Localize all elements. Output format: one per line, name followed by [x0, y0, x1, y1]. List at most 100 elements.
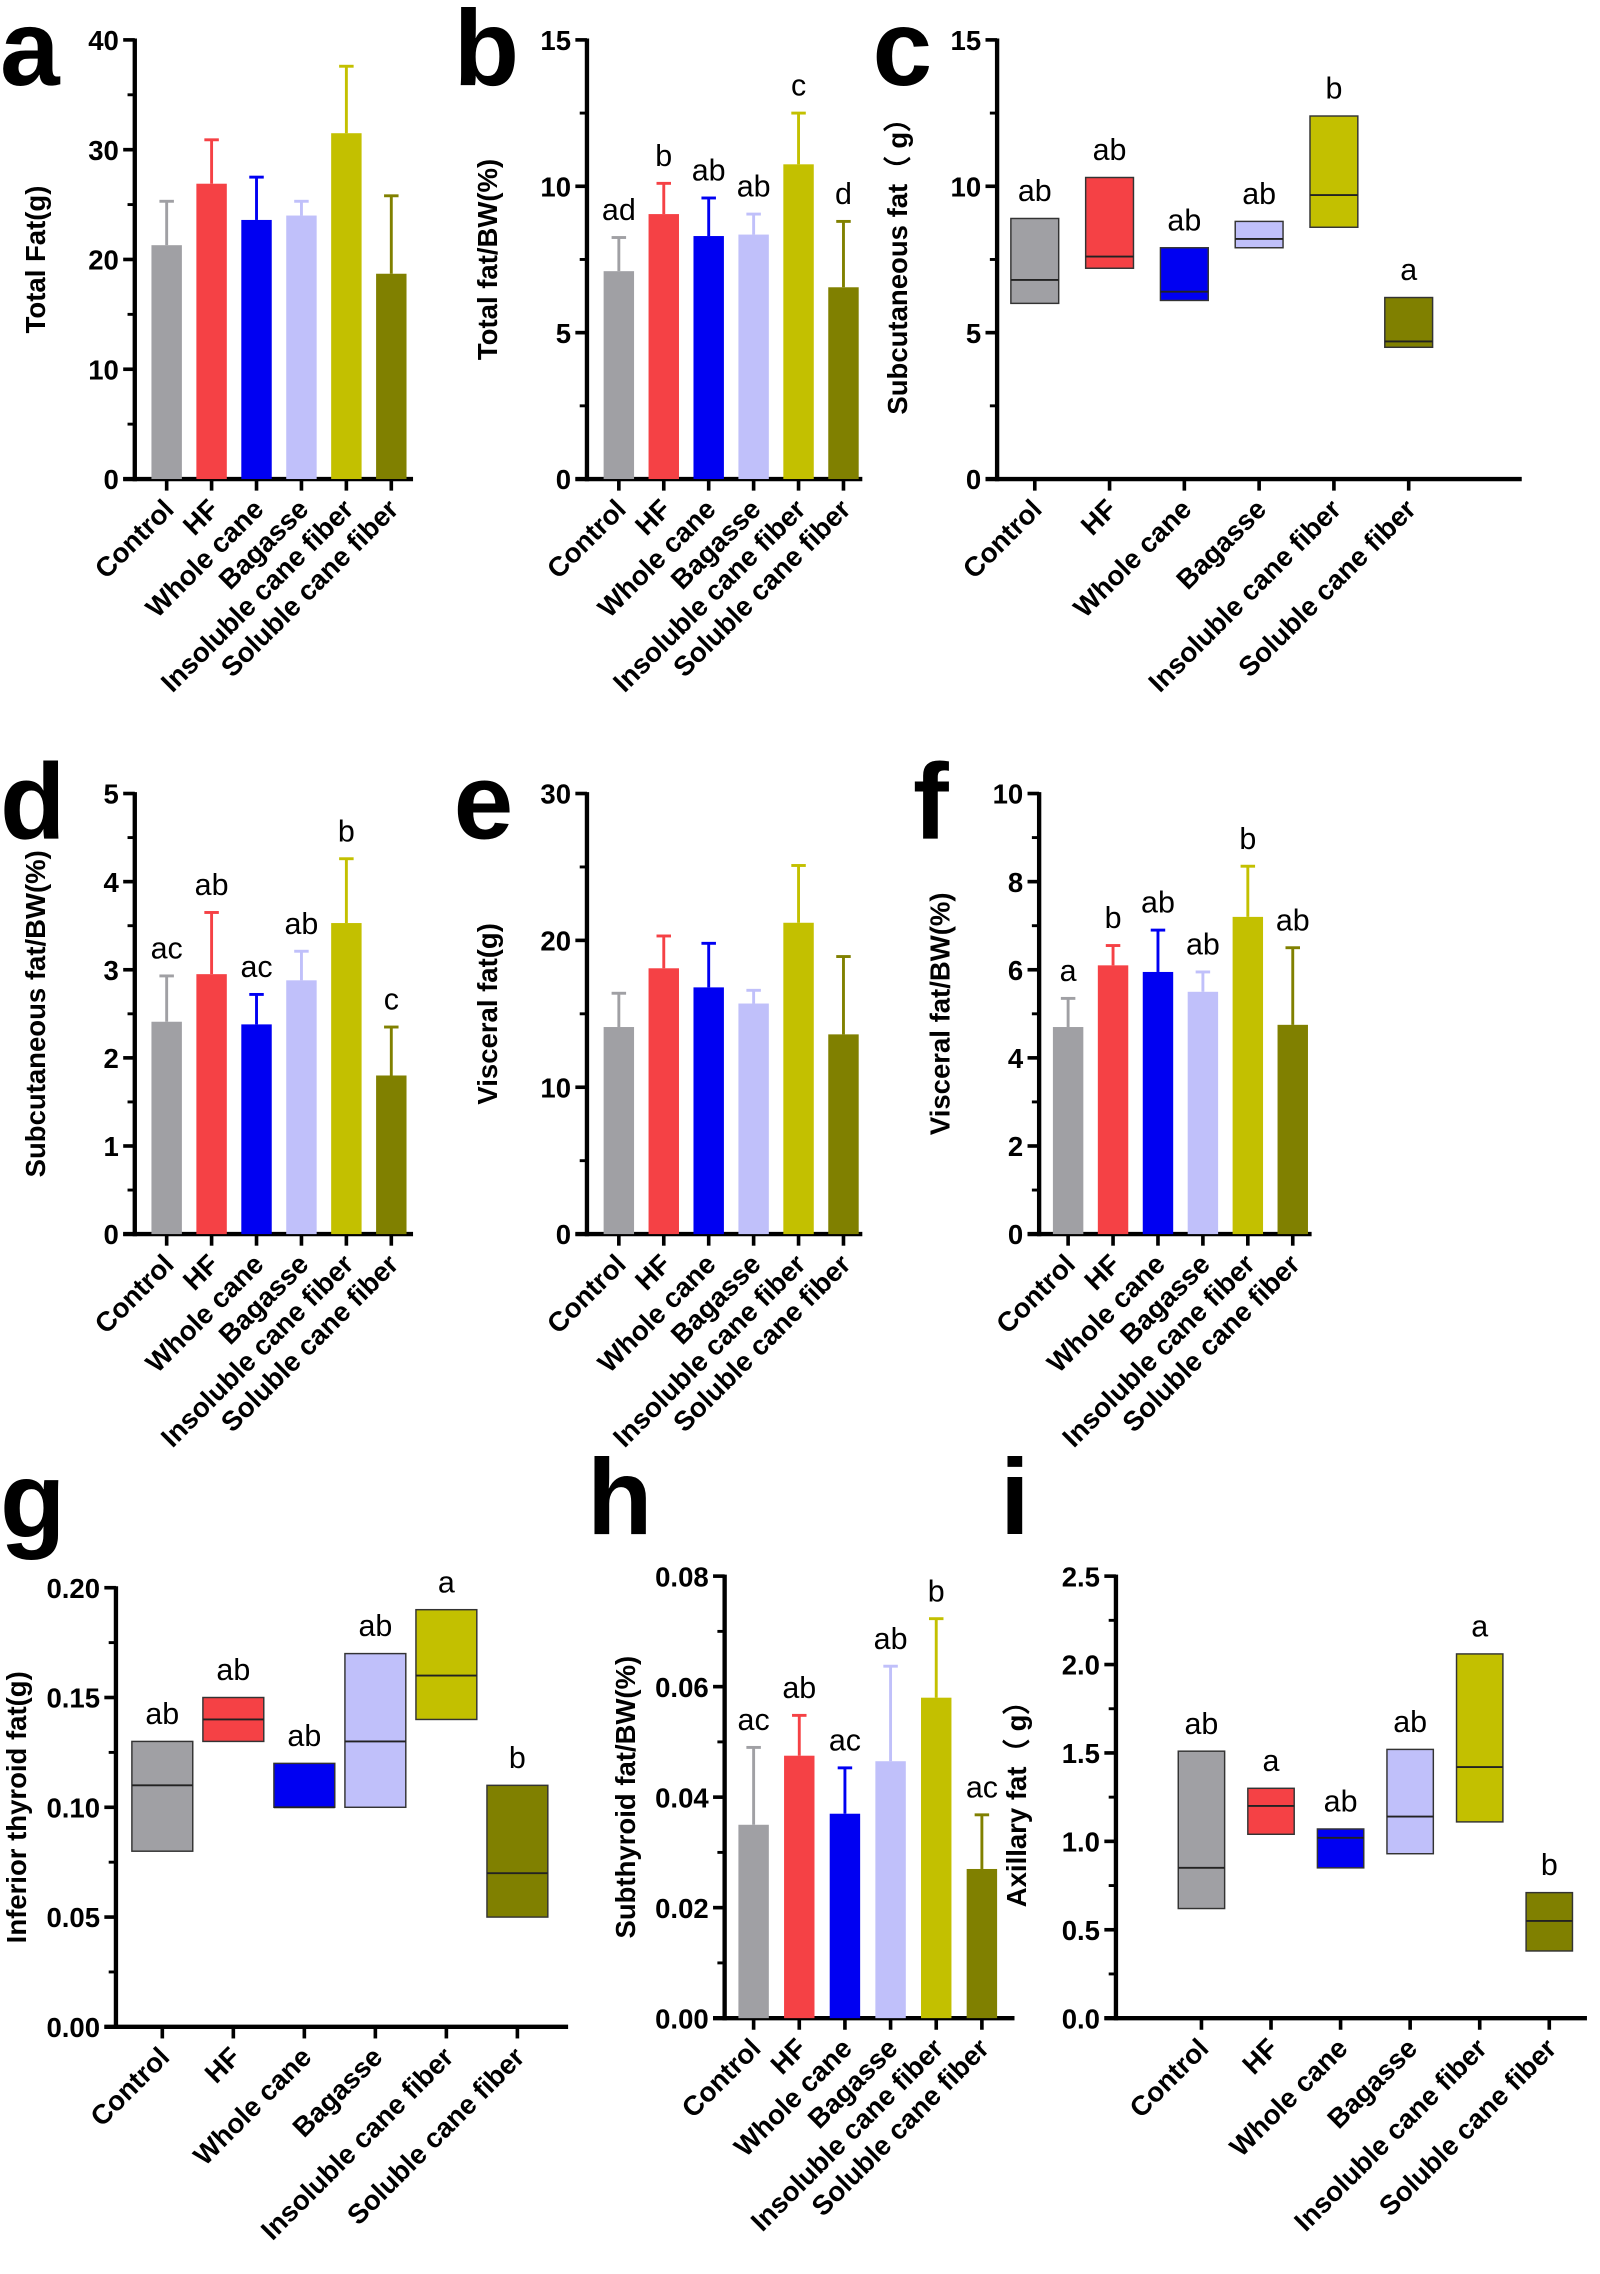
significance-letter: ac: [829, 1723, 861, 1757]
panel-h: h Subthyroid fat/BW(%) 0.00 0.02 0.04 0.06 0.0…: [587, 1437, 1015, 2237]
bar-bagasse: [286, 215, 317, 480]
box-bagasse: [1386, 1748, 1435, 1855]
significance-letter: d: [835, 177, 852, 211]
y-axis-title: Axillary fat（ g）: [1001, 1687, 1032, 1907]
y-tick-label: 30: [540, 779, 571, 810]
significance-letter: ac: [966, 1770, 998, 1804]
x-tick-label: Control: [541, 1248, 632, 1339]
y-tick-label: 0: [556, 1219, 571, 1250]
significance-letter: ab: [1167, 203, 1201, 237]
significance-letter: a: [438, 1565, 455, 1599]
y-tick-label: 4: [104, 867, 120, 898]
box-control: [1010, 217, 1060, 305]
panel-letter: g: [0, 1440, 66, 1560]
y-tick-label: 4: [1008, 1043, 1024, 1074]
y-tick-label: 0.0: [1062, 2003, 1100, 2034]
y-tick-label: 15: [540, 25, 571, 56]
x-tick-label: Control: [957, 493, 1048, 584]
significance-letter: ab: [1141, 886, 1175, 920]
panel-g: g Inferior thyroid fat(g) 0.00 0.05 0.10 0.15…: [0, 1440, 569, 2246]
x-tick-label: Control: [89, 493, 180, 584]
significance-letter: b: [928, 1574, 945, 1608]
y-axis-title: Total fat/BW(%): [472, 159, 503, 360]
y-tick-label: 0: [1008, 1219, 1023, 1250]
bar-bagasse: [738, 234, 769, 480]
y-tick-label: 40: [88, 25, 119, 56]
bar-whole-cane: [241, 1024, 272, 1235]
y-tick-label: 5: [556, 318, 571, 349]
y-tick-label: 0: [104, 464, 119, 495]
bar-whole-cane: [693, 987, 724, 1235]
box-hf: [1247, 1787, 1295, 1836]
y-tick-label: 0.15: [46, 1683, 100, 1714]
panel-i: i Axillary fat（ g） 0.0 0.5 1.0 1.5 2.0 2.5 Contr…: [1000, 1437, 1587, 2237]
bar-soluble-cane-fiber: [828, 287, 859, 480]
bar-bagasse: [1187, 991, 1219, 1235]
x-tick-label: Control: [675, 2032, 766, 2123]
significance-letter: b: [1325, 72, 1342, 106]
y-tick-label: 2: [1008, 1131, 1023, 1162]
significance-letter: ab: [287, 1719, 321, 1753]
significance-letter: ab: [1242, 177, 1276, 211]
bar-insoluble-cane-fiber: [921, 1697, 952, 2019]
box-soluble-cane-fiber: [486, 1784, 549, 1918]
significance-letter: b: [338, 814, 355, 848]
significance-letter: ab: [737, 170, 771, 204]
y-tick-label: 0.20: [46, 1573, 100, 1604]
panel-letter: f: [913, 741, 949, 861]
box-control: [131, 1740, 194, 1852]
significance-letter: ab: [285, 907, 319, 941]
panel-letter: e: [454, 741, 514, 861]
panel-letter: b: [454, 0, 520, 108]
x-tick-label: Control: [84, 2041, 175, 2132]
x-tick-label: Control: [89, 1248, 180, 1339]
box-whole-cane: [273, 1762, 336, 1809]
box-bagasse: [1234, 220, 1284, 249]
significance-letter: a: [1060, 954, 1077, 988]
box-insoluble-cane-fiber: [1309, 115, 1359, 228]
box-hf: [1084, 176, 1135, 269]
bar-hf: [784, 1755, 815, 2019]
y-tick-label: 2.5: [1062, 1561, 1100, 1592]
y-tick-label: 5: [966, 318, 981, 349]
significance-letter: ac: [240, 950, 272, 984]
significance-letter: ab: [1276, 903, 1310, 937]
y-tick-label: 10: [951, 171, 982, 202]
y-tick-label: 0.00: [655, 2003, 709, 2034]
panel-letter: a: [0, 0, 61, 108]
bar-soluble-cane-fiber: [966, 1868, 998, 2019]
significance-letter: ab: [692, 154, 726, 188]
x-tick-label: HF: [1236, 2032, 1284, 2080]
significance-letter: ac: [151, 932, 183, 966]
x-tick-label: Control: [990, 1248, 1081, 1339]
y-tick-label: 8: [1008, 867, 1023, 898]
significance-letter: a: [1400, 253, 1417, 287]
bar-insoluble-cane-fiber: [331, 923, 362, 1235]
bar-soluble-cane-fiber: [1277, 1024, 1308, 1235]
significance-letter: ab: [782, 1671, 816, 1705]
bar-whole-cane: [693, 236, 724, 480]
significance-letter: b: [1239, 822, 1256, 856]
bar-hf: [1097, 965, 1129, 1235]
x-tick-label: HF: [198, 2041, 246, 2089]
bar-soluble-cane-fiber: [376, 273, 407, 480]
significance-letter: ab: [1093, 133, 1127, 167]
bar-control: [603, 271, 635, 480]
bar-hf: [196, 183, 227, 480]
box-control: [1177, 1750, 1226, 1910]
significance-letter: ac: [738, 1703, 770, 1737]
bar-hf: [648, 214, 679, 480]
y-tick-label: 10: [88, 354, 119, 385]
panel-letter: d: [0, 741, 66, 861]
y-tick-label: 0.02: [655, 1893, 709, 1924]
y-tick-label: 5: [104, 779, 119, 810]
y-tick-label: 1.0: [1062, 1826, 1100, 1857]
y-tick-label: 2.0: [1062, 1650, 1100, 1681]
box-bagasse: [344, 1652, 407, 1809]
y-tick-label: 0.10: [46, 1792, 100, 1823]
x-tick-label: HF: [1075, 493, 1123, 541]
bar-control: [1052, 1027, 1084, 1235]
